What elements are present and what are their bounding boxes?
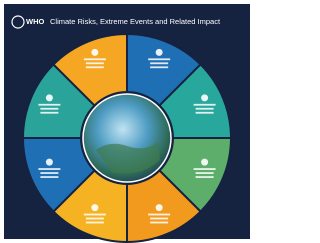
segment-text-line — [148, 214, 170, 216]
segment-text-line — [86, 222, 104, 224]
segment-text-line — [84, 214, 106, 216]
page: WHO Climate Risks, Extreme Events and Re… — [0, 0, 254, 243]
segment-text-line — [150, 222, 168, 224]
segment-text-line — [148, 58, 170, 60]
segment-text-line — [196, 176, 214, 178]
segment-text-line — [194, 168, 216, 170]
infographic: WHO Climate Risks, Extreme Events and Re… — [0, 0, 254, 243]
segment-icon — [91, 49, 98, 56]
segment-icon — [46, 94, 53, 101]
segment-text-line — [38, 168, 60, 170]
segment-icon — [201, 159, 208, 166]
segment-text-line — [40, 176, 58, 178]
segment-text-line — [150, 66, 168, 68]
segment-text-line — [194, 104, 216, 106]
logo-text: WHO — [26, 17, 44, 26]
segment-text-line — [150, 62, 168, 64]
segment-icon — [91, 204, 98, 211]
segment-text-line — [196, 112, 214, 114]
segment-text-line — [196, 172, 214, 174]
segment-text-line — [40, 172, 58, 174]
segment-text-line — [86, 66, 104, 68]
title: Climate Risks, Extreme Events and Relate… — [50, 17, 221, 26]
segment-text-line — [40, 108, 58, 110]
segment-icon — [201, 94, 208, 101]
segment-text-line — [40, 112, 58, 114]
segment-text-line — [196, 108, 214, 110]
segment-icon — [156, 204, 163, 211]
segment-icon — [46, 159, 53, 166]
segment-icon — [156, 49, 163, 56]
segment-text-line — [38, 104, 60, 106]
segment-text-line — [150, 218, 168, 220]
segment-text-line — [84, 58, 106, 60]
segment-text-line — [86, 218, 104, 220]
segment-text-line — [86, 62, 104, 64]
